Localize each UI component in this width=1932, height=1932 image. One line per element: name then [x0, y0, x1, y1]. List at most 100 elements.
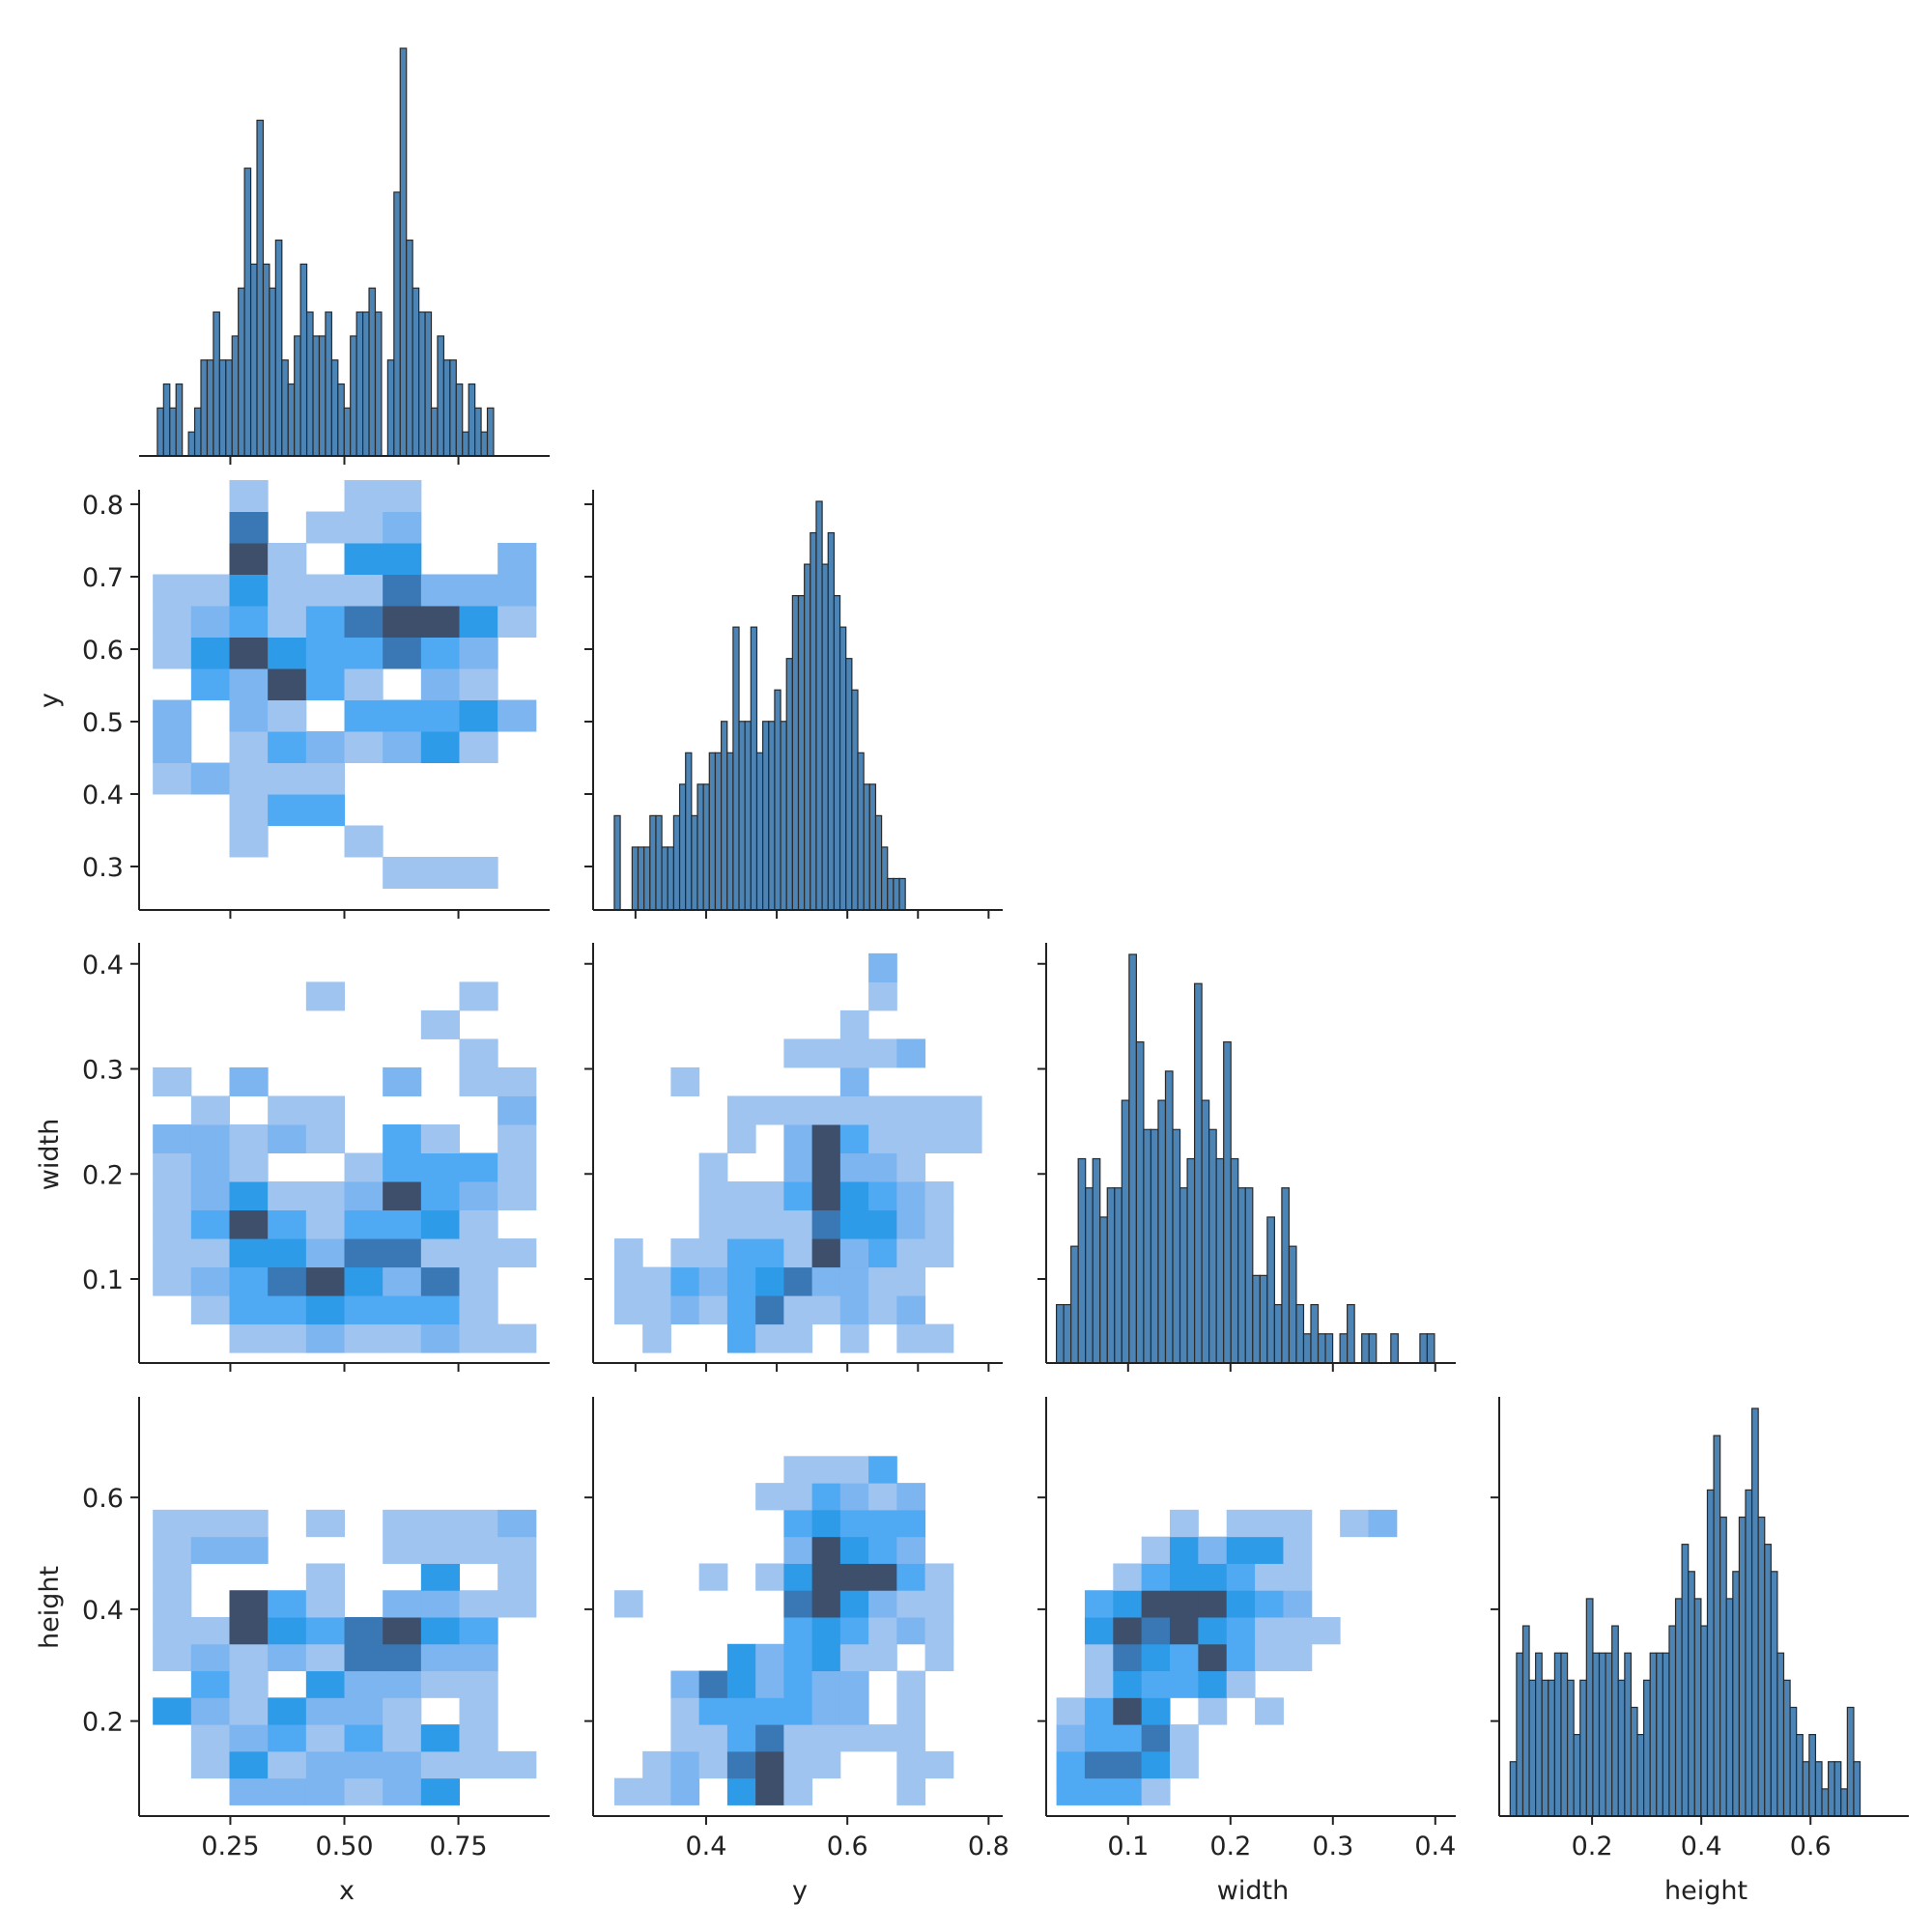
hist-bar-y — [874, 814, 883, 911]
heatmap-cell — [811, 1590, 841, 1618]
heatmap-cell — [190, 606, 230, 638]
heatmap-cell — [305, 731, 345, 763]
heatmap-cell — [755, 1563, 784, 1591]
hist-bar-y — [672, 814, 681, 911]
heatmap-cell — [1226, 1536, 1256, 1564]
heatmap-cell — [229, 1670, 269, 1698]
hist-bar-width — [1324, 1333, 1334, 1364]
hist-bar-y — [815, 500, 823, 911]
heatmap-cell — [1141, 1750, 1171, 1779]
hist-bar-width — [1244, 1187, 1254, 1364]
heatmap-cell — [497, 543, 537, 575]
hist-bar-y — [744, 721, 752, 911]
heatmap-cell — [229, 606, 269, 638]
hist-bar-x — [256, 119, 265, 457]
heatmap-cell — [755, 1724, 784, 1752]
hist-bar-x — [175, 383, 184, 457]
heatmap-cell — [153, 1152, 192, 1182]
heatmap-cell — [190, 1616, 230, 1645]
heatmap-cell — [383, 1750, 422, 1779]
hist-bar-height — [1782, 1679, 1791, 1817]
heatmap-cell — [1198, 1590, 1228, 1618]
hist-bar-y — [774, 689, 781, 911]
heatmap-cell — [229, 1750, 269, 1779]
heatmap-cell — [1141, 1536, 1171, 1564]
heatmap-cell — [726, 1777, 756, 1805]
heatmap-cell — [613, 1238, 643, 1268]
hist-bar-y — [868, 783, 877, 911]
axes-r2-c1 — [584, 943, 1003, 1372]
hist-bar-x — [330, 359, 339, 457]
axis-labels-group: x y width height y width height — [35, 693, 1747, 1906]
heatmap-cell — [1084, 1643, 1114, 1672]
heatmap-cell — [420, 1009, 460, 1039]
heatmap-cell — [783, 1724, 813, 1752]
heatmap-cell — [1084, 1750, 1114, 1779]
heatmap-cell — [1198, 1616, 1228, 1645]
hist-bar-height — [1674, 1598, 1683, 1817]
hist-bar-x — [305, 311, 314, 457]
heatmap-cell — [344, 1724, 384, 1752]
hist-bar-x — [156, 407, 164, 457]
hist-bar-y — [631, 846, 639, 911]
hist-bar-x — [468, 383, 476, 457]
heatmap-cell — [811, 1509, 841, 1538]
hist-bar-height — [1541, 1679, 1549, 1817]
x-tick-label-y: 0.8 — [968, 1832, 1009, 1861]
heatmap-cell — [153, 762, 192, 795]
heatmap-cell — [383, 1697, 422, 1725]
heatmap-cell — [497, 1509, 537, 1538]
hist-bar-width — [1092, 1157, 1101, 1364]
heatmap-cell — [811, 1123, 841, 1153]
heatmap-cell — [459, 574, 498, 607]
heatmap-cell — [344, 1643, 384, 1672]
hist-bar-x — [368, 287, 377, 457]
heatmap-cell — [783, 1750, 813, 1779]
hist-bar-width — [1310, 1303, 1320, 1364]
heatmap-cell — [229, 1777, 269, 1805]
heatmap-cell — [153, 699, 192, 732]
heatmap-cell — [229, 794, 269, 826]
heatmap-cell — [305, 1323, 345, 1353]
heatmap-cell — [459, 1266, 498, 1296]
heatmap-cell — [1084, 1777, 1114, 1805]
y-tick-label-width: 0.4 — [82, 951, 124, 980]
heatmap-cell — [420, 1777, 460, 1805]
heatmap-cell — [839, 1590, 869, 1618]
heatmap-cell — [459, 1152, 498, 1182]
heatmap-cell — [497, 574, 537, 607]
heatmap-cell — [698, 1295, 728, 1325]
heatmap-cell — [783, 1181, 813, 1211]
hist-bar-x — [262, 263, 270, 457]
hist-bar-x — [299, 263, 308, 457]
hist-bar-width — [1172, 1128, 1181, 1364]
heatmap-cell — [755, 1266, 784, 1296]
heatmap-cell — [268, 699, 307, 732]
heatmap-cell — [153, 1643, 192, 1672]
heatmap-cell — [153, 1238, 192, 1268]
heatmap-cell — [811, 1563, 841, 1591]
hist-bar-y — [732, 626, 740, 911]
hist-bar-width — [1295, 1303, 1305, 1364]
heatmap-cell — [896, 1670, 926, 1698]
x-tick-label-y: 0.6 — [827, 1832, 868, 1861]
hist-bar-width — [1114, 1187, 1122, 1364]
heatmap-cell — [268, 1266, 307, 1296]
hist-bar-height — [1528, 1679, 1537, 1817]
heatmap-cell — [1283, 1563, 1313, 1591]
x-axis-label-col2: y — [792, 1876, 808, 1906]
heatmap-cell — [726, 1750, 756, 1779]
heatmap-cell — [1368, 1509, 1398, 1538]
heatmap-cell — [896, 1323, 926, 1353]
heatmap-cell — [1255, 1643, 1284, 1672]
hist-bar-y — [649, 814, 657, 911]
heatmap-cell — [344, 1616, 384, 1645]
heatmap-cell — [383, 1066, 422, 1096]
heatmap-cell — [153, 1181, 192, 1211]
heatmap-cell — [755, 1483, 784, 1511]
hist-bar-x — [355, 311, 364, 457]
heatmap-cell — [755, 1295, 784, 1325]
heatmap-cell — [783, 1038, 813, 1068]
heatmap-cell — [1084, 1616, 1114, 1645]
